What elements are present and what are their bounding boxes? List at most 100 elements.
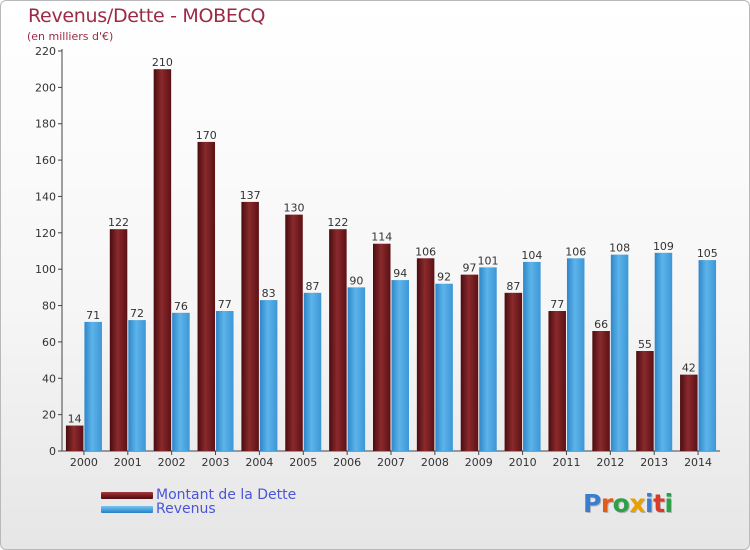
bar-revenus xyxy=(172,312,190,451)
bar-dette xyxy=(680,374,698,451)
bar-dette xyxy=(65,425,84,451)
x-tick-label: 2004 xyxy=(245,456,273,469)
legend-swatch-revenus xyxy=(101,505,153,513)
data-label-revenus: 87 xyxy=(306,280,320,293)
x-tick-label: 2005 xyxy=(289,456,317,469)
data-label-dette: 55 xyxy=(638,338,652,351)
bar-dette xyxy=(416,258,435,451)
data-label-dette: 170 xyxy=(196,129,217,142)
bar-dette xyxy=(460,274,479,451)
data-label-dette: 122 xyxy=(108,216,129,229)
bar-dette xyxy=(153,69,172,451)
logo-letter: P xyxy=(583,489,601,518)
y-tick-label: 160 xyxy=(35,154,56,167)
data-label-revenus: 101 xyxy=(477,254,498,267)
bar-revenus xyxy=(566,258,585,451)
bar-dette xyxy=(197,141,216,451)
bar-revenus xyxy=(128,320,146,451)
data-label-revenus: 104 xyxy=(521,249,542,262)
data-label-revenus: 94 xyxy=(393,267,407,280)
data-label-dette: 87 xyxy=(506,280,520,293)
data-label-dette: 106 xyxy=(415,245,436,258)
bar-revenus xyxy=(654,252,673,451)
bar-revenus xyxy=(347,287,366,451)
x-tick-label: 2012 xyxy=(596,456,624,469)
data-label-revenus: 92 xyxy=(437,271,451,284)
x-tick-label: 2000 xyxy=(70,456,98,469)
bar-revenus xyxy=(303,292,322,451)
bar-revenus xyxy=(698,260,717,451)
bar-dette xyxy=(109,229,128,451)
data-label-revenus: 76 xyxy=(174,300,188,313)
y-tick-label: 220 xyxy=(35,45,56,58)
data-label-dette: 130 xyxy=(284,202,305,215)
logo-letter: x xyxy=(629,489,645,518)
logo-letter: i xyxy=(664,489,674,518)
x-tick-label: 2014 xyxy=(684,456,712,469)
legend-label-revenus: Revenus xyxy=(156,501,216,517)
bar-dette xyxy=(636,351,654,451)
y-tick-label: 140 xyxy=(35,190,56,203)
x-tick-label: 2002 xyxy=(158,456,186,469)
data-label-dette: 114 xyxy=(371,231,392,244)
data-label-revenus: 106 xyxy=(565,245,586,258)
data-label-revenus: 83 xyxy=(262,287,276,300)
data-label-dette: 14 xyxy=(68,413,82,426)
y-tick-label: 200 xyxy=(35,81,56,94)
data-label-revenus: 77 xyxy=(218,298,232,311)
y-tick-label: 20 xyxy=(42,409,56,422)
data-label-revenus: 109 xyxy=(653,240,674,253)
data-label-dette: 97 xyxy=(462,262,476,275)
y-tick-label: 60 xyxy=(42,336,56,349)
y-tick-label: 0 xyxy=(49,445,56,458)
data-label-revenus: 71 xyxy=(86,309,100,322)
bar-dette xyxy=(373,243,391,451)
legend-item-dette: Montant de la Dette xyxy=(101,487,296,503)
bar-revenus xyxy=(523,261,541,451)
chart-title: Revenus/Dette - MOBECQ xyxy=(28,5,266,27)
y-tick-label: 40 xyxy=(42,372,56,385)
x-tick-label: 2006 xyxy=(333,456,361,469)
bar-revenus xyxy=(391,280,409,451)
data-label-revenus: 108 xyxy=(609,242,630,255)
bar-dette xyxy=(329,229,347,451)
logo-letter: o xyxy=(612,489,630,518)
bar-dette xyxy=(285,214,303,451)
logo-letter: r xyxy=(600,489,613,518)
y-tick-label: 80 xyxy=(42,300,56,313)
bar-revenus xyxy=(610,254,629,451)
legend-swatch-dette xyxy=(101,491,153,499)
data-label-dette: 42 xyxy=(682,362,696,375)
bar-revenus xyxy=(84,321,102,451)
y-tick-label: 180 xyxy=(35,118,56,131)
bar-revenus xyxy=(216,311,234,451)
legend-label-dette: Montant de la Dette xyxy=(156,487,297,503)
y-tick-label: 120 xyxy=(35,227,56,240)
bar-dette xyxy=(548,311,566,451)
logo-letter: t xyxy=(653,489,665,518)
y-tick-label: 100 xyxy=(35,263,56,276)
data-label-dette: 210 xyxy=(152,56,173,69)
x-tick-label: 2010 xyxy=(509,456,537,469)
bar-revenus xyxy=(435,283,453,451)
data-label-dette: 77 xyxy=(550,298,564,311)
logo-letter: i xyxy=(645,489,654,518)
data-label-revenus: 90 xyxy=(349,274,363,287)
x-tick-label: 2011 xyxy=(552,456,580,469)
bar-revenus xyxy=(479,267,497,451)
x-tick-label: 2001 xyxy=(114,456,142,469)
x-tick-label: 2013 xyxy=(640,456,668,469)
data-label-revenus: 72 xyxy=(130,307,144,320)
bar-dette xyxy=(241,201,259,451)
data-label-dette: 66 xyxy=(594,318,608,331)
data-label-revenus: 105 xyxy=(697,247,718,260)
x-tick-label: 2003 xyxy=(202,456,230,469)
x-tick-label: 2008 xyxy=(421,456,449,469)
x-tick-label: 2009 xyxy=(465,456,493,469)
x-tick-label: 2007 xyxy=(377,456,405,469)
chart-subtitle: (en milliers d'€) xyxy=(27,30,114,43)
bar-dette xyxy=(592,331,610,451)
